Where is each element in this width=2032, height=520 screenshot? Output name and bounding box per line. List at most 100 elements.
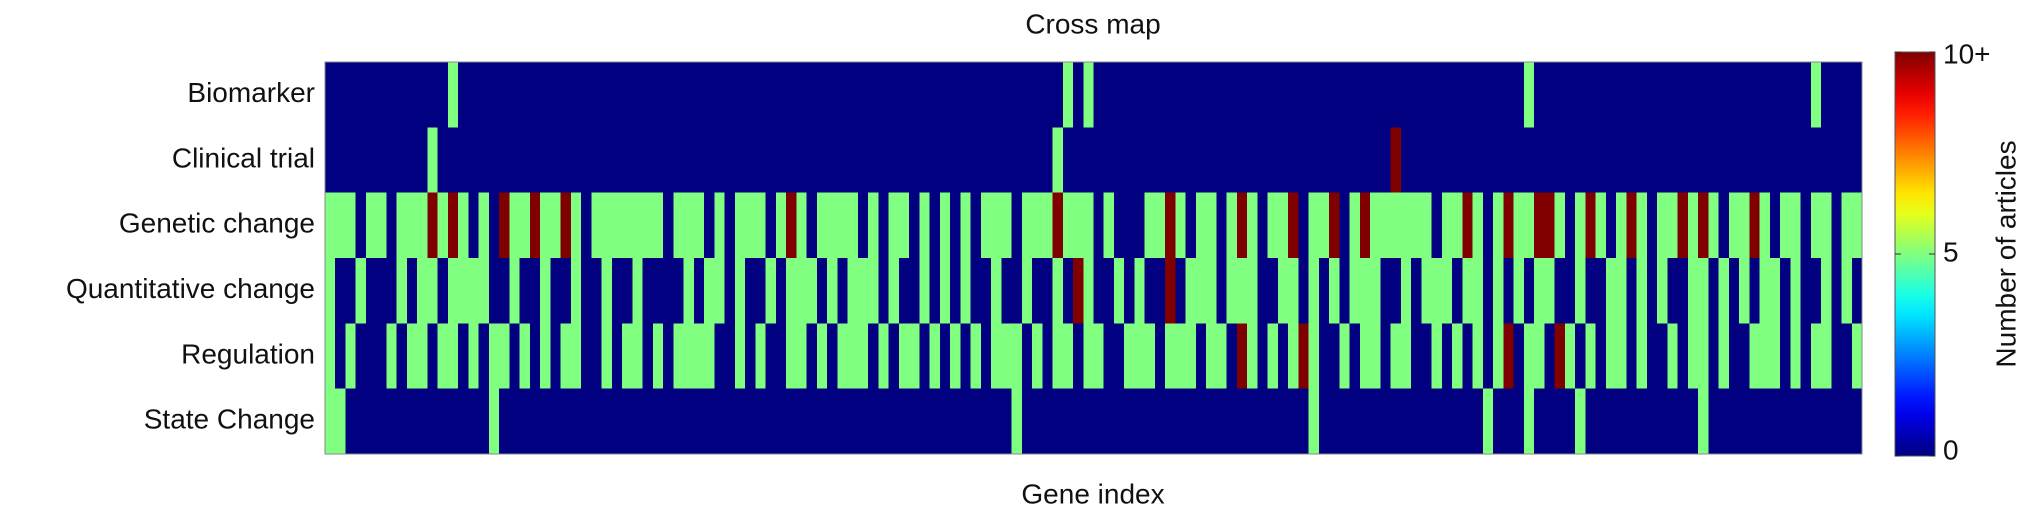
heatmap-cell — [365, 192, 377, 259]
heatmap-cell — [376, 323, 388, 390]
heatmap-cell — [447, 258, 459, 324]
heatmap-cell — [1657, 388, 1668, 455]
heatmap-cell — [1441, 127, 1453, 194]
heatmap-cell — [1339, 258, 1351, 324]
heatmap-cell — [1503, 62, 1515, 128]
heatmap-cell — [437, 192, 449, 259]
heatmap-cell — [683, 192, 695, 259]
heatmap-cell — [734, 62, 746, 128]
heatmap-cell — [622, 388, 633, 455]
heatmap-cell — [909, 127, 920, 194]
heatmap-cell — [827, 388, 838, 455]
heatmap-cell — [1349, 388, 1361, 455]
heatmap-cell — [1021, 127, 1033, 194]
heatmap-cell — [1667, 192, 1679, 259]
heatmap-cell — [468, 258, 480, 324]
heatmap-cell — [519, 62, 531, 128]
heatmap-cell — [765, 127, 777, 194]
heatmap-cell — [437, 62, 449, 128]
heatmap-cell — [1585, 323, 1597, 390]
heatmap-cell — [939, 192, 951, 259]
heatmap-cell — [980, 388, 992, 455]
heatmap-cell — [960, 192, 972, 259]
heatmap-cell — [1165, 258, 1177, 324]
heatmap-cell — [1329, 62, 1341, 128]
heatmap-cell — [1380, 192, 1392, 259]
heatmap-cell — [335, 323, 347, 390]
heatmap-cell — [1062, 62, 1074, 128]
heatmap-cell — [1103, 62, 1115, 128]
heatmap-cell — [591, 192, 603, 259]
heatmap-cell — [1595, 127, 1607, 194]
heatmap-cell — [1329, 127, 1341, 194]
heatmap-cell — [734, 388, 746, 455]
heatmap-cell — [1001, 62, 1013, 128]
heatmap-cell — [1790, 127, 1802, 194]
heatmap-cell — [1103, 192, 1115, 259]
heatmap-cell — [1113, 127, 1125, 194]
heatmap-cell — [1534, 62, 1545, 128]
heatmap-cell — [1616, 192, 1627, 259]
heatmap-cell — [1851, 258, 1863, 324]
heatmap-cell — [1441, 323, 1453, 390]
heatmap-cell — [1032, 192, 1043, 259]
heatmap-cell — [550, 192, 562, 259]
heatmap-cell — [1769, 62, 1781, 128]
heatmap-cell — [1821, 192, 1832, 259]
heatmap-cell — [827, 62, 838, 128]
heatmap-cell — [560, 258, 572, 324]
heatmap-cell — [1575, 258, 1586, 324]
heatmap-cell — [1667, 258, 1679, 324]
heatmap-cell — [1564, 388, 1576, 455]
heatmap-cell — [1042, 388, 1054, 455]
heatmap-cell — [673, 388, 685, 455]
heatmap-cell — [1739, 192, 1750, 259]
heatmap-cell — [950, 258, 961, 324]
heatmap-cell — [1257, 258, 1269, 324]
heatmap-cell — [417, 258, 429, 324]
heatmap-cell — [488, 323, 500, 390]
heatmap-cell — [1134, 388, 1146, 455]
heatmap-cell — [1298, 323, 1310, 390]
heatmap-cell — [1554, 323, 1566, 390]
heatmap-cell — [396, 127, 408, 194]
heatmap-cell — [1698, 258, 1709, 324]
heatmap-cell — [499, 62, 511, 128]
heatmap-cell — [1657, 258, 1668, 324]
heatmap-cell — [816, 323, 828, 390]
heatmap-cell — [837, 62, 849, 128]
heatmap-cell — [1113, 388, 1125, 455]
heatmap-cell — [447, 127, 459, 194]
heatmap-cell — [1431, 192, 1443, 259]
heatmap-cell — [1339, 388, 1351, 455]
heatmap-cell — [355, 323, 367, 390]
heatmap-cell — [1349, 62, 1361, 128]
heatmap-cell — [1657, 127, 1668, 194]
heatmap-cell — [1503, 323, 1515, 390]
heatmap-cell — [755, 258, 767, 324]
heatmap-cell — [1154, 127, 1166, 194]
y-tick-label: Quantitative change — [66, 273, 315, 304]
heatmap-cell — [1277, 323, 1289, 390]
heatmap-cell — [1698, 127, 1709, 194]
heatmap-cell — [1616, 323, 1627, 390]
heatmap-cell — [1329, 192, 1341, 259]
heatmap-cell — [1431, 323, 1443, 390]
heatmap-cell — [1780, 258, 1791, 324]
chart-title: Cross map — [1025, 8, 1160, 39]
heatmap-cell — [868, 258, 879, 324]
heatmap-cell — [1185, 62, 1197, 128]
heatmap-cell — [652, 323, 664, 390]
heatmap-cell — [1421, 258, 1433, 324]
heatmap-cell — [1052, 192, 1064, 259]
heatmap-cell — [1247, 323, 1259, 390]
heatmap-cell — [1677, 258, 1689, 324]
heatmap-cell — [847, 62, 859, 128]
heatmap-cell — [345, 323, 357, 390]
heatmap-cell — [847, 258, 859, 324]
heatmap-cell — [1564, 62, 1576, 128]
heatmap-cell — [1329, 258, 1341, 324]
heatmap-cell — [611, 323, 623, 390]
heatmap-cell — [1277, 258, 1289, 324]
